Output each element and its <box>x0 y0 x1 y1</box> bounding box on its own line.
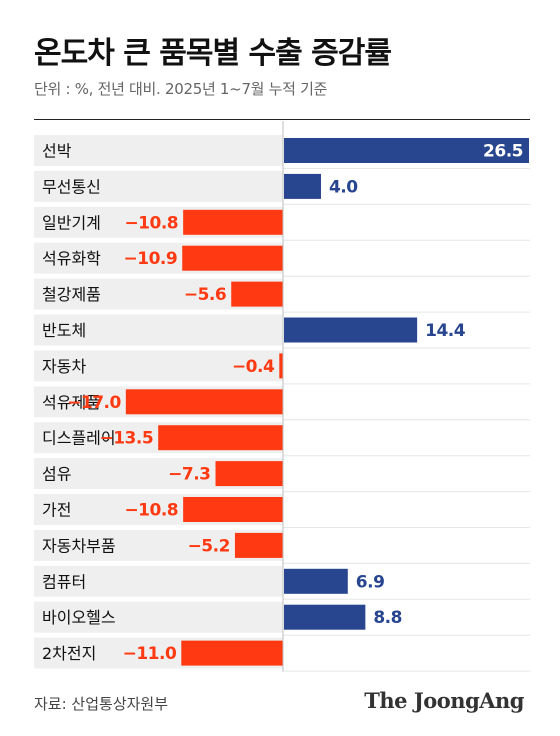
bar-negative <box>183 497 283 522</box>
bar-negative <box>158 425 283 451</box>
value-label: 8.8 <box>373 608 402 628</box>
category-label: 자동차부품 <box>42 536 116 555</box>
row-background <box>34 314 283 346</box>
bar-positive <box>284 138 529 163</box>
category-label: 일반기계 <box>42 213 101 232</box>
category-label: 자동차 <box>42 357 86 376</box>
row-background <box>34 135 283 166</box>
value-label: 14.4 <box>425 321 466 341</box>
row-background <box>34 350 283 382</box>
category-label: 섬유 <box>42 465 71 484</box>
bar-negative <box>231 281 283 307</box>
bar-negative <box>234 532 283 558</box>
category-label: 디스플레이 <box>42 429 116 448</box>
category-label: 반도체 <box>42 321 86 340</box>
category-label: 바이오헬스 <box>42 608 116 627</box>
value-label: 26.5 <box>483 142 523 162</box>
value-label: 6.9 <box>356 572 385 592</box>
bar-negative <box>182 245 283 271</box>
bar-negative <box>215 461 283 487</box>
row-background <box>34 565 283 597</box>
bar-positive <box>284 173 321 199</box>
chart-title: 온도차 큰 품목별 수출 증감률 <box>34 36 392 71</box>
value-label: −7.3 <box>168 465 210 485</box>
bar-negative <box>181 640 283 666</box>
value-label: −17.0 <box>67 393 121 413</box>
row-background <box>34 170 283 202</box>
value-label: −13.5 <box>99 429 153 449</box>
top-divider <box>34 119 530 120</box>
row-background <box>34 601 283 633</box>
category-label: 무선통신 <box>42 177 101 196</box>
value-label: −11.0 <box>123 644 177 664</box>
category-label: 가전 <box>42 501 71 520</box>
value-label: −5.6 <box>184 285 226 305</box>
category-label: 컴퓨터 <box>42 572 86 591</box>
bar-negative <box>183 209 283 235</box>
bar-positive <box>284 604 366 630</box>
category-label: 석유제품 <box>42 393 101 412</box>
bar-negative <box>125 389 283 415</box>
category-label: 철강제품 <box>42 285 101 304</box>
bar-positive <box>284 317 418 343</box>
bar-negative <box>279 353 283 379</box>
value-label: −0.4 <box>232 357 275 377</box>
value-label: −10.9 <box>124 249 178 269</box>
category-label: 석유화학 <box>42 249 101 268</box>
value-label: 4.0 <box>329 177 358 197</box>
value-label: −10.8 <box>124 213 178 233</box>
bar-chart: 선박 26.5 무선통신 4.0 일반기계 −10.8 석유화학 −10.9 철강제품 −5.6 반… <box>34 121 530 672</box>
publisher-logo: The JoongAng <box>364 688 524 713</box>
category-label: 선박 <box>42 142 72 161</box>
value-label: −10.8 <box>124 501 178 521</box>
category-label: 2차전지 <box>42 644 96 663</box>
source-note: 자료: 산업통상자원부 <box>34 695 169 713</box>
chart-subtitle: 단위 : %, 전년 대비. 2025년 1~7월 누적 기준 <box>34 80 328 98</box>
value-label: −5.2 <box>188 536 230 556</box>
bar-positive <box>284 568 348 594</box>
